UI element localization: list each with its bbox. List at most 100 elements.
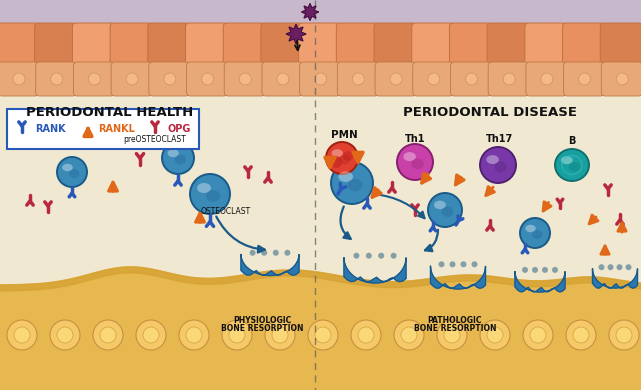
FancyBboxPatch shape — [601, 62, 641, 96]
Circle shape — [616, 73, 628, 85]
Text: BONE RESORPTION: BONE RESORPTION — [221, 324, 303, 333]
Circle shape — [617, 264, 622, 270]
FancyBboxPatch shape — [487, 23, 529, 76]
Ellipse shape — [403, 152, 416, 161]
Circle shape — [330, 156, 342, 168]
Polygon shape — [302, 4, 319, 20]
FancyBboxPatch shape — [488, 62, 529, 96]
Circle shape — [57, 327, 73, 343]
Ellipse shape — [62, 164, 72, 171]
Circle shape — [308, 320, 338, 350]
FancyBboxPatch shape — [563, 62, 604, 96]
Circle shape — [378, 253, 384, 259]
Ellipse shape — [167, 149, 179, 157]
Circle shape — [7, 320, 37, 350]
Circle shape — [566, 320, 596, 350]
Circle shape — [343, 151, 353, 161]
Ellipse shape — [162, 142, 194, 174]
Text: PERIODONTAL HEALTH: PERIODONTAL HEALTH — [26, 106, 194, 119]
Circle shape — [460, 261, 467, 267]
Ellipse shape — [532, 230, 542, 239]
FancyBboxPatch shape — [185, 23, 228, 76]
Text: PATHOLOGIC: PATHOLOGIC — [428, 316, 482, 325]
FancyBboxPatch shape — [374, 23, 416, 76]
Circle shape — [13, 73, 25, 85]
Circle shape — [503, 73, 515, 85]
FancyBboxPatch shape — [525, 23, 567, 76]
FancyBboxPatch shape — [36, 62, 77, 96]
FancyBboxPatch shape — [451, 62, 492, 96]
Ellipse shape — [494, 161, 507, 172]
Circle shape — [465, 73, 478, 85]
Polygon shape — [241, 255, 299, 275]
Circle shape — [126, 73, 138, 85]
Circle shape — [136, 320, 166, 350]
Ellipse shape — [442, 207, 453, 217]
Circle shape — [285, 250, 290, 256]
Text: OPG: OPG — [167, 124, 190, 134]
Bar — [0, 0, 641, 32]
Text: BONE RESORPTION: BONE RESORPTION — [413, 324, 496, 333]
Ellipse shape — [525, 225, 536, 232]
Ellipse shape — [348, 179, 363, 191]
Ellipse shape — [487, 155, 499, 164]
FancyBboxPatch shape — [187, 62, 228, 96]
FancyBboxPatch shape — [110, 23, 152, 76]
Circle shape — [428, 73, 440, 85]
FancyBboxPatch shape — [375, 62, 416, 96]
Circle shape — [480, 320, 510, 350]
Ellipse shape — [175, 155, 186, 165]
Text: PMN: PMN — [331, 130, 358, 140]
Circle shape — [222, 320, 252, 350]
Circle shape — [239, 73, 251, 85]
Circle shape — [573, 327, 589, 343]
Circle shape — [315, 73, 327, 85]
Circle shape — [616, 327, 632, 343]
FancyBboxPatch shape — [563, 23, 604, 76]
Circle shape — [88, 73, 101, 85]
FancyBboxPatch shape — [337, 23, 378, 76]
Text: Th17: Th17 — [487, 134, 513, 144]
Ellipse shape — [326, 142, 358, 174]
Ellipse shape — [339, 155, 350, 165]
Circle shape — [541, 73, 553, 85]
FancyBboxPatch shape — [72, 23, 114, 76]
Polygon shape — [344, 258, 406, 283]
Ellipse shape — [206, 190, 220, 202]
Circle shape — [164, 73, 176, 85]
FancyBboxPatch shape — [412, 23, 454, 76]
Text: RANKL: RANKL — [98, 124, 135, 134]
Circle shape — [579, 73, 590, 85]
Circle shape — [532, 267, 538, 273]
FancyBboxPatch shape — [111, 62, 152, 96]
Circle shape — [401, 327, 417, 343]
FancyBboxPatch shape — [0, 23, 39, 76]
Circle shape — [487, 327, 503, 343]
FancyBboxPatch shape — [299, 62, 340, 96]
Circle shape — [100, 327, 116, 343]
Circle shape — [542, 267, 548, 273]
FancyBboxPatch shape — [600, 23, 641, 76]
Circle shape — [437, 320, 467, 350]
Circle shape — [366, 253, 372, 259]
Circle shape — [179, 320, 209, 350]
FancyBboxPatch shape — [449, 23, 492, 76]
Circle shape — [249, 250, 256, 256]
Circle shape — [315, 327, 331, 343]
Circle shape — [522, 267, 528, 273]
FancyBboxPatch shape — [299, 23, 340, 76]
Circle shape — [394, 320, 424, 350]
FancyBboxPatch shape — [35, 23, 77, 76]
Ellipse shape — [338, 172, 353, 182]
Ellipse shape — [197, 183, 211, 193]
Ellipse shape — [331, 162, 373, 204]
Circle shape — [599, 264, 604, 270]
Circle shape — [14, 327, 30, 343]
Ellipse shape — [69, 169, 79, 178]
Ellipse shape — [428, 193, 462, 227]
Circle shape — [472, 261, 478, 267]
FancyBboxPatch shape — [224, 62, 265, 96]
Ellipse shape — [412, 158, 424, 169]
Polygon shape — [431, 266, 485, 289]
Circle shape — [444, 327, 460, 343]
